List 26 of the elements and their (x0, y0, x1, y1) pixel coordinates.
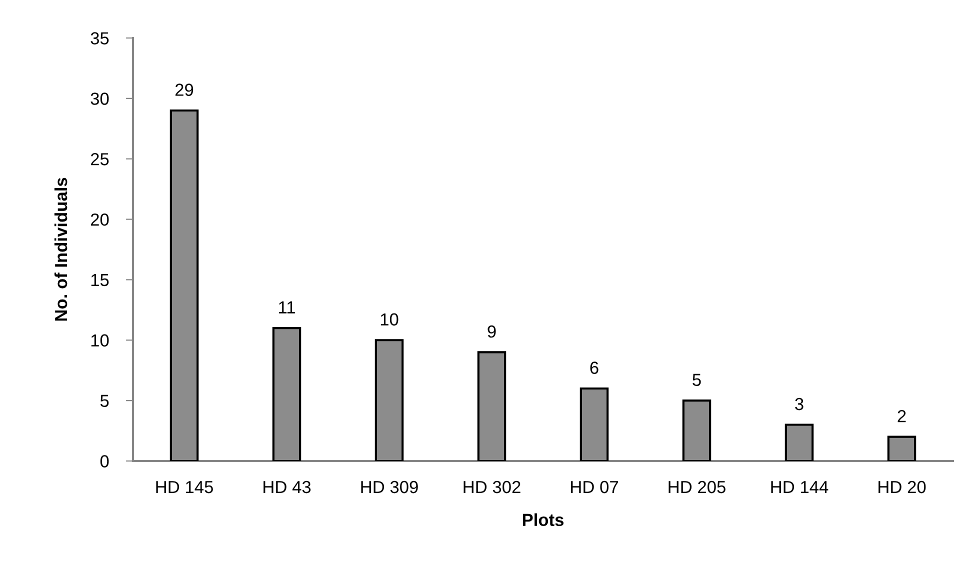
x-tick-label: HD 145 (156, 481, 213, 494)
y-tick-label: 5 (100, 394, 109, 408)
x-tick-label: HD 302 (464, 480, 520, 494)
y-tick-label: 30 (90, 92, 109, 105)
y-tick-label: 10 (91, 334, 109, 347)
y-tick-label: 35 (90, 32, 109, 44)
x-axis-title: Plots (522, 513, 564, 526)
y-tick-label: 15 (91, 274, 109, 286)
y-tick-label: 25 (90, 153, 109, 166)
y-tick-label: 20 (90, 213, 109, 226)
y-tick-label: 0 (100, 455, 109, 468)
data-label: 5 (692, 374, 701, 386)
x-tick-label: HD 309 (361, 480, 418, 494)
data-label: 6 (590, 362, 598, 374)
data-label: 10 (380, 313, 398, 326)
y-axis-title: No. of Individuals (54, 178, 68, 321)
x-tick-label: HD 205 (668, 480, 726, 494)
data-label: 11 (279, 301, 295, 314)
data-label: 2 (898, 410, 906, 422)
data-label: 9 (488, 325, 496, 338)
x-tick-label: HD 43 (264, 480, 311, 494)
data-label: 29 (175, 84, 194, 96)
x-tick-label: HD 144 (771, 481, 828, 494)
x-tick-label: HD 07 (571, 480, 618, 494)
x-tick-label: HD 20 (878, 480, 926, 494)
data-label: 3 (795, 398, 804, 410)
